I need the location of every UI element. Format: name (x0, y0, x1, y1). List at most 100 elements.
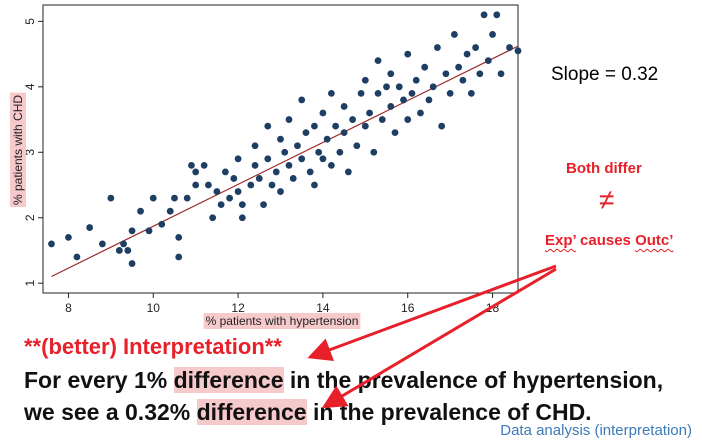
data-point (412, 76, 420, 84)
data-point (294, 142, 301, 150)
data-point (251, 142, 259, 150)
data-point (514, 47, 522, 55)
data-point (417, 109, 424, 117)
interpretation-heading: **(better) Interpretation** (24, 334, 282, 359)
data-point (404, 50, 412, 58)
data-point (221, 168, 229, 176)
data-point (387, 70, 395, 78)
data-point (226, 194, 234, 202)
data-point (73, 253, 81, 261)
data-point (366, 109, 373, 117)
data-point (434, 44, 441, 51)
data-point (149, 194, 157, 202)
data-point (467, 89, 475, 97)
data-point (489, 31, 496, 38)
data-point (230, 175, 238, 182)
data-point (480, 11, 488, 19)
data-point (349, 116, 356, 123)
x-tick-label: 18 (486, 301, 500, 315)
data-point (353, 142, 361, 150)
data-point (277, 135, 284, 143)
data-point (188, 161, 195, 169)
x-tick-label: 12 (231, 301, 245, 315)
data-point (319, 155, 327, 163)
data-point (192, 168, 200, 176)
data-point (311, 181, 318, 189)
data-point (98, 240, 106, 248)
x-tick-label: 8 (65, 301, 72, 315)
data-point (421, 63, 429, 71)
data-point (86, 224, 94, 231)
data-point (344, 168, 352, 176)
y-tick-label: 3 (23, 149, 37, 156)
not-equal-symbol: ≠ (599, 184, 615, 215)
data-point (391, 129, 399, 137)
data-point (217, 201, 225, 209)
data-point (213, 188, 221, 195)
data-point (484, 57, 492, 65)
data-point (387, 103, 395, 110)
y-axis-label: % patients with CHD (11, 95, 25, 205)
data-point (463, 50, 471, 58)
plot-frame (42, 4, 519, 294)
data-point (370, 148, 378, 156)
data-point (442, 70, 450, 78)
data-point (272, 168, 280, 176)
data-point (450, 31, 458, 38)
data-point (107, 194, 115, 202)
data-point (319, 109, 327, 117)
data-point (115, 247, 123, 254)
data-point (209, 214, 217, 222)
data-point (128, 227, 136, 235)
data-point (302, 129, 310, 137)
statement-1-before: For every 1% (24, 367, 174, 393)
statement-1-after: in the prevalence of hypertension, (283, 367, 664, 393)
data-point (166, 207, 174, 215)
data-point (306, 168, 314, 176)
data-point (395, 83, 403, 91)
x-tick-label: 14 (316, 301, 330, 315)
causes-word: causes (575, 232, 636, 249)
data-point (264, 155, 272, 163)
data-point (340, 103, 348, 110)
data-point (506, 44, 513, 51)
data-point (357, 89, 365, 97)
x-tick-label: 16 (401, 301, 415, 315)
data-point (476, 70, 484, 78)
data-point (446, 89, 454, 97)
data-point (158, 220, 166, 228)
data-point (205, 181, 212, 189)
x-axis-label: % patients with hypertension (206, 314, 359, 328)
data-point (323, 135, 331, 143)
outc-word: Outc’ (635, 232, 674, 249)
data-point (255, 175, 263, 182)
data-point (361, 76, 369, 84)
y-tick-label: 2 (23, 214, 37, 221)
fit-line (51, 45, 519, 278)
data-point (145, 227, 153, 235)
data-point (285, 161, 293, 169)
data-point (247, 181, 255, 189)
data-point (137, 207, 144, 215)
data-point (472, 44, 479, 51)
data-point (361, 122, 369, 130)
data-point (234, 155, 242, 163)
data-point (298, 96, 306, 104)
data-point (425, 96, 433, 104)
data-point (336, 148, 344, 156)
data-point (289, 175, 297, 182)
exp-word: Exp’ (545, 232, 576, 249)
statement-2-before: we see a 0.32% (24, 399, 197, 425)
data-point (493, 11, 501, 19)
data-point (383, 83, 390, 91)
data-point (455, 63, 463, 71)
data-point (234, 188, 242, 195)
data-point (277, 188, 284, 195)
data-point (238, 214, 246, 222)
statement-line-1: For every 1% difference in the prevalenc… (24, 367, 663, 394)
data-point (404, 116, 412, 123)
data-point (200, 161, 208, 169)
data-point (459, 76, 467, 84)
data-point (268, 181, 276, 189)
data-point (183, 194, 191, 202)
